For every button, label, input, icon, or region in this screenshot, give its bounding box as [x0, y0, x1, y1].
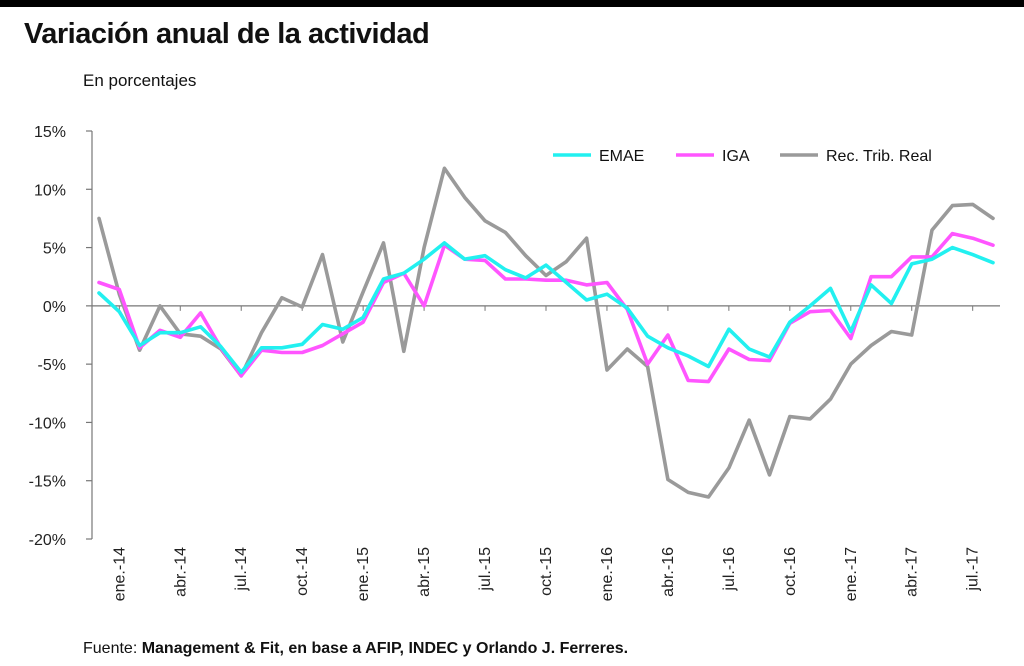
- x-tick-label: oct.-15: [538, 547, 555, 596]
- source-note: Fuente: Management & Fit, en base a AFIP…: [83, 640, 628, 658]
- x-tick-label: abr.-16: [660, 547, 677, 597]
- series-line-iga: [97, 231, 995, 384]
- x-tick-label: jul.-17: [965, 547, 982, 592]
- x-tick-label: abr.-15: [416, 547, 433, 597]
- x-tick-label: oct.-16: [782, 547, 799, 596]
- y-tick-label: -5%: [38, 357, 66, 374]
- x-tick-label: ene.-16: [599, 547, 616, 601]
- x-tick-label: ene.-17: [843, 547, 860, 601]
- legend-label: EMAE: [599, 148, 644, 165]
- series-line-emae: [97, 241, 995, 375]
- y-tick-label: 0%: [43, 299, 66, 316]
- x-tick-label: jul.-15: [477, 547, 494, 592]
- series-lines: [97, 166, 995, 499]
- x-tick-label: ene.-15: [355, 547, 372, 601]
- legend-label: IGA: [722, 148, 750, 165]
- legend: EMAE IGA Rec. Trib. Real: [553, 148, 932, 165]
- y-tick-label: 5%: [43, 241, 66, 258]
- y-tick-label: -20%: [29, 532, 66, 549]
- legend-label: Rec. Trib. Real: [826, 148, 932, 165]
- chart-subtitle: En porcentajes: [83, 71, 197, 90]
- x-tick-label: ene.-14: [111, 547, 128, 601]
- x-tick-label: oct.-14: [294, 547, 311, 596]
- y-tick-label: 10%: [34, 182, 66, 199]
- top-border: [0, 0, 1024, 7]
- source-text: Management & Fit, en base a AFIP, INDEC …: [141, 640, 629, 657]
- source-prefix: Fuente:: [83, 640, 142, 657]
- x-tick-label: jul.-14: [233, 547, 250, 592]
- series-line-rec-trib-real: [97, 166, 995, 499]
- x-tick-label: abr.-17: [904, 547, 921, 597]
- y-tick-label: -15%: [29, 474, 66, 491]
- chart-title: Variación anual de la actividad: [24, 18, 430, 50]
- y-tick-label: -10%: [29, 415, 66, 432]
- axes: 15% 10% 5% 0% -5% -10% -15% -20% ene.-14 abr.-14 j…: [29, 124, 1000, 601]
- x-tick-label: jul.-16: [721, 547, 738, 592]
- y-tick-label: 15%: [34, 124, 66, 141]
- x-tick-label: abr.-14: [172, 547, 189, 597]
